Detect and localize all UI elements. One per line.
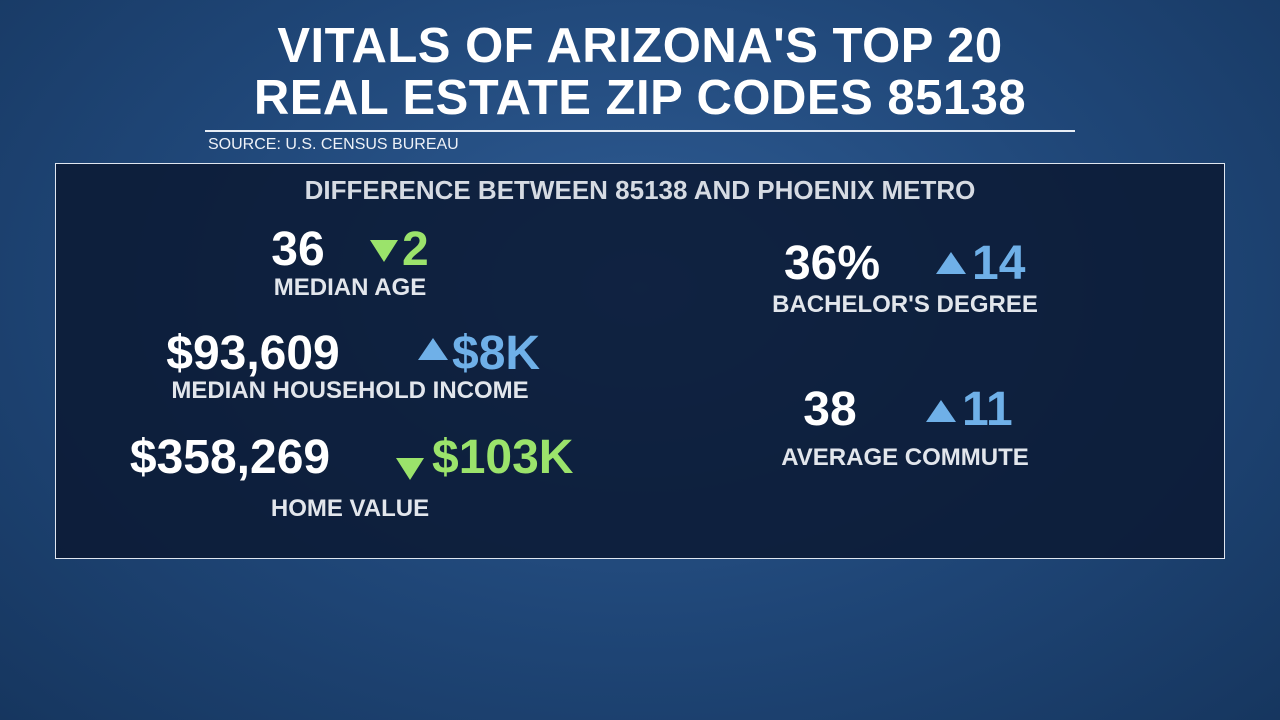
stat-change: $8K xyxy=(452,327,541,380)
arrow-down xyxy=(396,458,424,480)
stat-value: 36% xyxy=(783,237,881,290)
stat-label: MEDIAN HOUSEHOLD INCOME xyxy=(171,377,529,404)
stat-label: HOME VALUE xyxy=(270,495,430,522)
stat-value: 36 xyxy=(271,223,325,276)
source: SOURCE: U.S. CENSUS BUREAU xyxy=(208,136,459,153)
panel xyxy=(55,163,1225,559)
stat-change: $103K xyxy=(432,431,574,484)
stat-change: 2 xyxy=(402,223,429,276)
title-line: VITALS OF ARIZONA'S TOP 20 xyxy=(277,19,1003,73)
arrow-up xyxy=(936,252,966,274)
stat-label: MEDIAN AGE xyxy=(273,274,427,301)
title-line: REAL ESTATE ZIP CODES 85138 xyxy=(253,71,1027,125)
arrow-down xyxy=(370,240,398,262)
stat-value: $93,609 xyxy=(166,327,340,380)
stat-value: $358,269 xyxy=(129,431,331,484)
divider xyxy=(205,130,1075,132)
arrow-up xyxy=(418,338,448,360)
stat-change: 14 xyxy=(972,237,1026,290)
arrow-up xyxy=(926,400,956,422)
panel-heading: DIFFERENCE BETWEEN 85138 AND PHOENIX MET… xyxy=(304,175,976,205)
stat-label: AVERAGE COMMUTE xyxy=(781,444,1029,471)
stat-value: 38 xyxy=(803,383,857,436)
stat-change: 11 xyxy=(962,383,1013,436)
stat-label: BACHELOR'S DEGREE xyxy=(772,291,1038,318)
